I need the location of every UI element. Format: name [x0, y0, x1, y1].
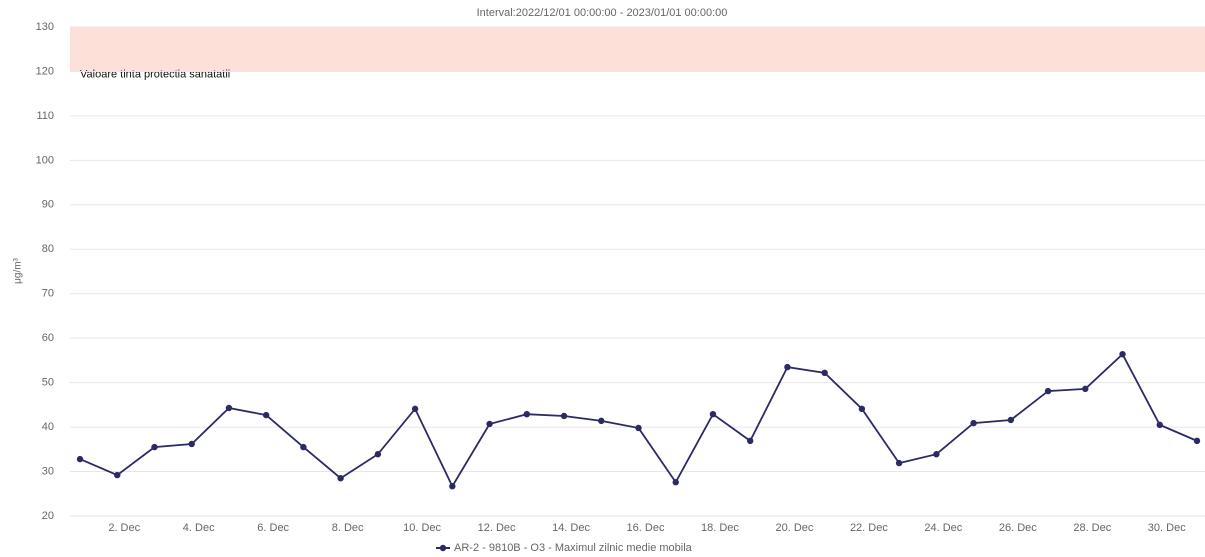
data-point	[449, 483, 456, 490]
y-tick-label: 130	[36, 21, 54, 33]
data-point	[672, 479, 679, 486]
y-tick-label: 50	[42, 377, 54, 389]
data-point	[411, 405, 419, 413]
data-point	[784, 363, 791, 371]
data-point	[933, 451, 940, 458]
x-tick-label: 30. Dec	[1148, 522, 1186, 534]
x-tick-label: 14. Dec	[552, 522, 590, 534]
data-point	[709, 410, 717, 418]
x-tick-label: 16. Dec	[627, 522, 665, 534]
data-point	[1044, 387, 1052, 395]
data-point	[486, 420, 493, 428]
data-point	[560, 412, 568, 420]
chart-title: Interval:2022/12/01 00:00:00 - 2023/01/0…	[477, 7, 728, 19]
x-tick-label: 20. Dec	[775, 522, 813, 534]
data-point	[337, 475, 344, 482]
y-tick-label: 40	[42, 421, 54, 433]
data-point	[1007, 416, 1015, 424]
data-line	[79, 352, 1198, 489]
data-point	[188, 440, 195, 448]
plot-band-label: Valoare tinta protectia sanatatii	[80, 68, 230, 80]
data-point	[262, 411, 270, 419]
x-tick-label: 18. Dec	[701, 522, 739, 534]
data-point	[858, 405, 866, 413]
y-tick-label: 90	[42, 199, 54, 211]
x-tick-label: 2. Dec	[108, 522, 140, 534]
y-tick-label: 100	[36, 154, 54, 166]
data-point	[523, 410, 530, 418]
data-point	[1119, 350, 1126, 358]
y-tick-label: 60	[42, 332, 54, 344]
y-axis-label: μg/m³	[13, 257, 24, 283]
data-point	[151, 443, 158, 451]
x-tick-label: 10. Dec	[403, 522, 441, 534]
x-tick-label: 8. Dec	[332, 522, 364, 534]
y-tick-label: 110	[36, 110, 54, 122]
data-point	[970, 419, 977, 427]
x-tick-label: 24. Dec	[924, 522, 962, 534]
y-tick-label: 70	[42, 288, 54, 300]
data-point	[1156, 421, 1163, 429]
data-point	[114, 471, 121, 479]
x-tick-label: 28. Dec	[1073, 522, 1111, 534]
y-tick-label: 80	[42, 243, 54, 255]
legend-label: AR-2 - 9810B - O3 - Maximul zilnic medie…	[454, 542, 693, 554]
x-tick-label: 12. Dec	[478, 522, 516, 534]
data-point	[598, 417, 605, 425]
y-tick-label: 20	[42, 510, 54, 522]
data-point	[747, 437, 754, 445]
data-point	[895, 459, 903, 467]
y-tick-label: 30	[42, 465, 54, 477]
data-point	[1193, 437, 1201, 445]
data-point	[635, 424, 642, 432]
y-tick-label: 120	[36, 65, 54, 77]
data-point	[374, 451, 382, 458]
x-tick-label: 22. Dec	[850, 522, 888, 534]
x-tick-label: 6. Dec	[257, 522, 289, 534]
legend-marker	[439, 544, 447, 552]
data-point	[300, 443, 307, 451]
plot-band	[70, 27, 1205, 72]
data-point	[1082, 385, 1089, 393]
data-point	[76, 455, 84, 463]
data-point	[821, 369, 828, 377]
data-point	[225, 404, 233, 412]
x-tick-label: 4. Dec	[183, 522, 215, 534]
x-tick-label: 26. Dec	[999, 522, 1037, 534]
